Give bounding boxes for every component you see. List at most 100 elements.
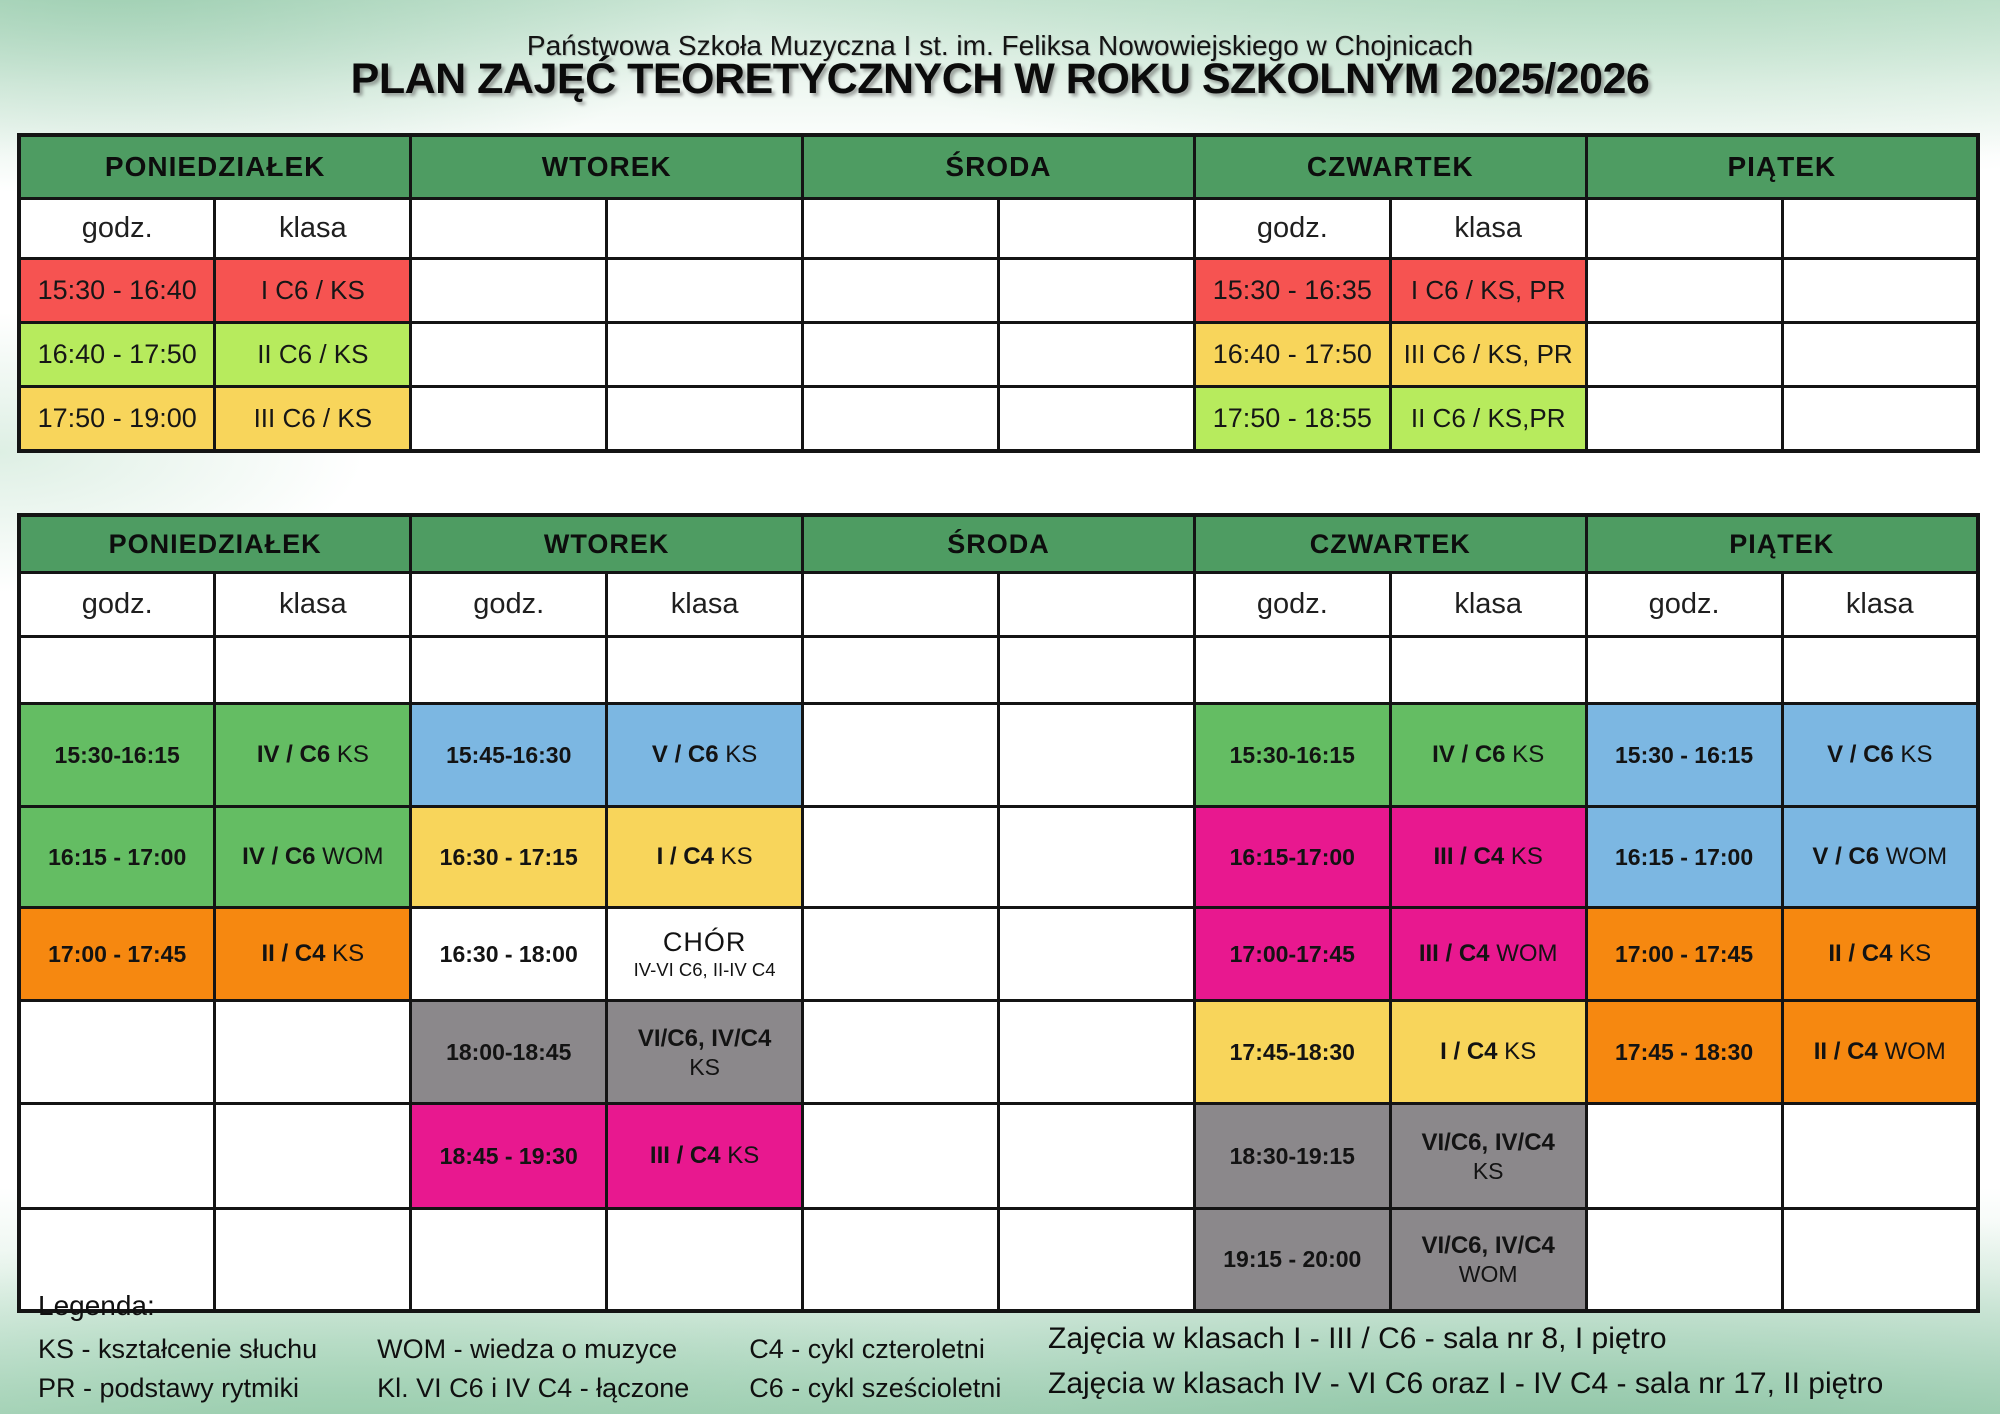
legend-column-subjects: WOM - wiedza o muzyce Kl. VI C6 i IV C4 … <box>377 1330 689 1408</box>
time-cell: 16:40 - 17:50 <box>17 321 217 388</box>
legend-column-cycles: C4 - cykl czteroletni C6 - cykl sześciol… <box>749 1330 1001 1408</box>
time-cell <box>801 1102 1000 1210</box>
time-label-1 <box>409 197 609 260</box>
class-cell: II C6 / KS <box>213 321 413 388</box>
legend-heading: Legenda: <box>38 1290 155 1321</box>
time-label-4: godz. <box>1584 571 1784 638</box>
day-header-3: CZWARTEK <box>1192 513 1588 574</box>
time-cell <box>409 321 609 388</box>
legend-item-wom: WOM - wiedza o muzyce <box>377 1334 678 1364</box>
class-cell: II / C4 KS <box>213 906 413 1002</box>
time-cell: 17:45 - 18:30 <box>1584 999 1784 1105</box>
class-label-2 <box>996 571 1196 638</box>
school-name: Państwowa Szkoła Muzyczna I st. im. Feli… <box>526 30 1474 61</box>
class-cell <box>996 257 1196 324</box>
table1: PONIEDZIAŁEK WTOREK ŚRODA CZWARTEK PIĄTEK god… <box>17 133 1980 453</box>
class-cell: I / C4 KS <box>1388 999 1588 1105</box>
class-cell <box>996 1207 1196 1313</box>
class-cell: III / C4 KS <box>1388 805 1588 909</box>
class-cell: IV / C6 KS <box>1388 702 1588 808</box>
class-cell <box>605 1207 805 1313</box>
gap-cell <box>996 635 1196 705</box>
time-cell <box>801 999 1000 1105</box>
class-cell <box>1780 385 1980 453</box>
class-cell: VI/C6, IV/C4 WOM <box>1388 1207 1588 1313</box>
time-cell <box>17 999 217 1105</box>
class-cell: VI/C6, IV/C4 KS <box>1388 1102 1588 1210</box>
legend-columns: KS - kształcenie słuchu PR - podstawy ry… <box>38 1330 1001 1408</box>
day-header-2: ŚRODA <box>801 513 1196 574</box>
time-cell: 17:45-18:30 <box>1192 999 1392 1105</box>
time-cell: 16:40 - 17:50 <box>1192 321 1392 388</box>
gap-cell <box>1780 635 1980 705</box>
day-header-4: PIĄTEK <box>1584 133 1980 200</box>
legend: Legenda: KS - kształcenie słuchu PR - po… <box>38 1290 1001 1408</box>
class-cell <box>1780 257 1980 324</box>
class-cell: CHÓR IV-VI C6, II-IV C4 <box>605 906 805 1002</box>
class-cell <box>605 385 805 453</box>
page-title: PLAN ZAJĘĆ TEORETYCZNYCH W ROKU SZKOLNYM… <box>350 55 1650 103</box>
gap-cell <box>409 635 609 705</box>
time-cell: 15:30-16:15 <box>1192 702 1392 808</box>
time-cell <box>409 385 609 453</box>
class-cell: I C6 / KS, PR <box>1388 257 1588 324</box>
class-cell: III / C4 KS <box>605 1102 805 1210</box>
legend-item-c4: C4 - cykl czteroletni <box>749 1334 985 1364</box>
time-cell: 17:50 - 18:55 <box>1192 385 1392 453</box>
gap-cell <box>1192 635 1392 705</box>
class-cell: II C6 / KS,PR <box>1388 385 1588 453</box>
class-label-2 <box>996 197 1196 260</box>
class-cell: IV / C6 WOM <box>213 805 413 909</box>
room-notes: Zajęcia w klasach I - III / C6 - sala nr… <box>1048 1316 1883 1406</box>
class-cell <box>605 257 805 324</box>
time-cell: 17:50 - 19:00 <box>17 385 217 453</box>
time-cell <box>1584 257 1784 324</box>
gap-cell <box>1584 635 1784 705</box>
time-cell: 15:45-16:30 <box>409 702 609 808</box>
class-cell: I / C4 KS <box>605 805 805 909</box>
gap-cell <box>605 635 805 705</box>
gap-cell <box>1388 635 1588 705</box>
class-label-3: klasa <box>1388 197 1588 260</box>
class-cell <box>213 1207 413 1313</box>
class-cell: V / C6 WOM <box>1780 805 1980 909</box>
class-cell <box>605 321 805 388</box>
class-cell: V / C6 KS <box>1780 702 1980 808</box>
class-label-0: klasa <box>213 197 413 260</box>
time-cell <box>1584 321 1784 388</box>
note-rooms-c6: Zajęcia w klasach I - III / C6 - sala nr… <box>1048 1322 1667 1355</box>
time-cell <box>801 805 1000 909</box>
class-cell: IV / C6 KS <box>213 702 413 808</box>
day-header-4: PIĄTEK <box>1584 513 1980 574</box>
class-cell <box>1780 1102 1980 1210</box>
class-cell <box>996 321 1196 388</box>
class-label-4 <box>1780 197 1980 260</box>
class-cell <box>213 999 413 1105</box>
class-cell <box>1780 1207 1980 1313</box>
gap-cell <box>213 635 413 705</box>
day-header-0: PONIEDZIAŁEK <box>17 133 413 200</box>
class-cell: I C6 / KS <box>213 257 413 324</box>
time-cell <box>801 257 1000 324</box>
time-cell <box>801 906 1000 1002</box>
class-cell: II / C4 KS <box>1780 906 1980 1002</box>
time-cell <box>17 1102 217 1210</box>
gap-cell <box>801 635 1000 705</box>
note-rooms-c4: Zajęcia w klasach IV - VI C6 oraz I - IV… <box>1048 1367 1884 1400</box>
legend-item-laczone: Kl. VI C6 i IV C4 - łączone <box>377 1373 690 1403</box>
time-cell <box>409 1207 609 1313</box>
class-cell: III C6 / KS <box>213 385 413 453</box>
gap-cell <box>17 635 217 705</box>
class-cell <box>1780 321 1980 388</box>
time-label-3: godz. <box>1192 571 1392 638</box>
time-cell: 16:30 - 17:15 <box>409 805 609 909</box>
class-cell: V / C6 KS <box>605 702 805 808</box>
time-cell: 18:30-19:15 <box>1192 1102 1392 1210</box>
class-label-4: klasa <box>1780 571 1980 638</box>
class-cell <box>996 906 1196 1002</box>
time-cell <box>1584 385 1784 453</box>
time-cell: 16:30 - 18:00 <box>409 906 609 1002</box>
day-header-2: ŚRODA <box>801 133 1196 200</box>
class-label-0: klasa <box>213 571 413 638</box>
time-cell: 18:00-18:45 <box>409 999 609 1105</box>
